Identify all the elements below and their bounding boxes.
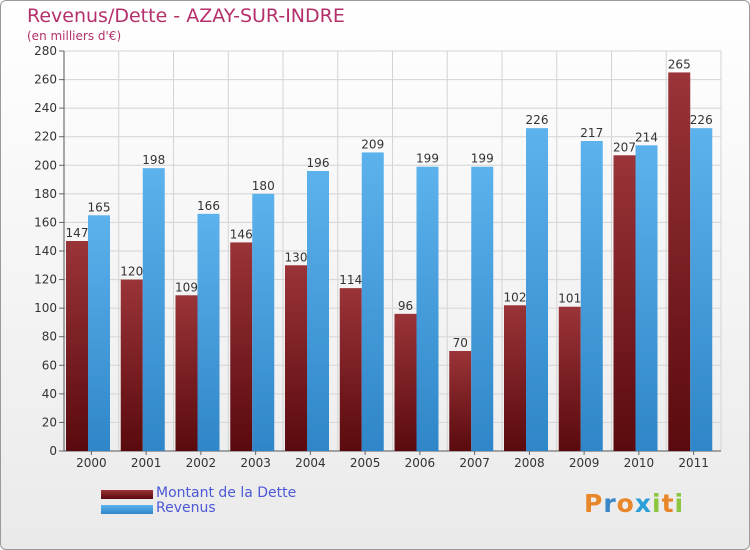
- x-tick-label: 2004: [295, 456, 326, 470]
- data-label: 96: [398, 299, 413, 313]
- bar-debt: [230, 242, 253, 451]
- data-label: 102: [504, 290, 527, 304]
- bar-debt: [175, 295, 198, 451]
- chart-title: Revenus/Dette - AZAY-SUR-INDRE: [27, 5, 345, 27]
- logo-letter: t: [661, 489, 675, 518]
- bar-revenue: [526, 128, 548, 451]
- x-tick-label: 2002: [186, 456, 217, 470]
- data-label: 165: [88, 200, 111, 214]
- chart-subtitle: (en milliers d'€): [27, 29, 122, 43]
- axes: 0 20 40 60 80 100 120 140 160 180 200 220 240 260 280 2…: [34, 44, 721, 470]
- bar-revenue: [471, 166, 494, 451]
- bar-revenue: [580, 141, 603, 451]
- data-label: 101: [558, 292, 581, 306]
- bar-debt: [668, 72, 691, 451]
- x-tick-label: 2010: [624, 456, 655, 470]
- data-label: 166: [197, 199, 220, 213]
- logo-letter: i: [674, 489, 685, 518]
- logo-letter: x: [634, 489, 652, 518]
- data-label: 109: [175, 280, 198, 294]
- data-label: 198: [142, 153, 165, 167]
- legend-swatch-revenue: [101, 505, 153, 514]
- proxiti-logo: Proxiti: [584, 489, 684, 518]
- bar-debt: [285, 265, 307, 451]
- bar-debt: [449, 351, 472, 451]
- bar-revenue: [307, 171, 329, 451]
- grid-lines: [63, 50, 722, 452]
- y-tick-label: 260: [34, 73, 57, 87]
- bar-debt: [120, 279, 143, 451]
- x-tick-label: 2007: [459, 456, 490, 470]
- bar-debt: [504, 305, 526, 451]
- bar-debt: [394, 313, 417, 451]
- data-label: 214: [635, 130, 658, 144]
- bar-revenue: [361, 152, 384, 451]
- y-tick-label: 60: [42, 358, 57, 372]
- data-label: 146: [230, 227, 253, 241]
- y-tick-label: 0: [49, 444, 57, 458]
- bar-debt: [613, 155, 636, 452]
- data-label: 70: [453, 336, 468, 350]
- y-tick-label: 120: [34, 273, 57, 287]
- y-tick-label: 240: [34, 101, 57, 115]
- legend-swatch-debt: [101, 490, 153, 499]
- x-tick-label: 2001: [131, 456, 162, 470]
- data-label: 199: [416, 152, 439, 166]
- data-label: 217: [580, 126, 603, 140]
- x-tick-label: 2003: [240, 456, 271, 470]
- y-tick-label: 40: [42, 387, 57, 401]
- y-tick-label: 200: [34, 158, 57, 172]
- data-label: 130: [285, 250, 308, 264]
- y-tick-label: 20: [42, 415, 57, 429]
- bar-debt: [558, 306, 581, 451]
- logo-letter: P: [584, 489, 604, 518]
- y-tick-label: 100: [34, 301, 57, 315]
- y-tick-label: 180: [34, 187, 57, 201]
- logo-letter: r: [603, 489, 617, 518]
- bar-debt: [66, 241, 88, 451]
- data-label: 114: [339, 273, 362, 287]
- x-tick-label: 2008: [514, 456, 545, 470]
- bar-revenue: [88, 215, 110, 451]
- value-labels: 147 165 120 198 109 166 146 180 130 196 114 209 96 19…: [66, 57, 713, 350]
- x-tick-label: 2005: [350, 456, 381, 470]
- data-label: 226: [690, 113, 713, 127]
- bar-revenue: [416, 166, 439, 451]
- bar-debt: [339, 288, 362, 451]
- y-tick-label: 220: [34, 130, 57, 144]
- data-label: 207: [613, 140, 636, 154]
- data-label: 196: [307, 156, 330, 170]
- data-label: 120: [120, 265, 143, 279]
- logo-letter: i: [652, 489, 662, 518]
- bar-revenue: [197, 213, 220, 451]
- x-tick-label: 2009: [569, 456, 600, 470]
- x-tick-label: 2006: [405, 456, 436, 470]
- data-label: 199: [471, 152, 494, 166]
- bars: [66, 72, 713, 452]
- y-tick-label: 140: [34, 244, 57, 258]
- data-label: 180: [252, 179, 275, 193]
- y-tick-label: 160: [34, 215, 57, 229]
- y-tick-label: 280: [34, 44, 57, 58]
- x-tick-label: 2011: [678, 456, 709, 470]
- y-tick-label: 80: [42, 330, 57, 344]
- data-label: 226: [526, 113, 549, 127]
- bar-revenue: [142, 168, 165, 451]
- data-label: 265: [668, 57, 691, 71]
- bar-revenue: [635, 145, 658, 452]
- legend-label-revenue: Revenus: [156, 500, 216, 516]
- bar-revenue: [252, 193, 275, 451]
- logo-letter: o: [616, 489, 635, 518]
- data-label: 209: [361, 137, 384, 151]
- data-label: 147: [66, 226, 89, 240]
- x-tick-label: 2000: [76, 456, 107, 470]
- legend-label-debt: Montant de la Dette: [156, 485, 297, 501]
- bar-revenue: [690, 128, 713, 451]
